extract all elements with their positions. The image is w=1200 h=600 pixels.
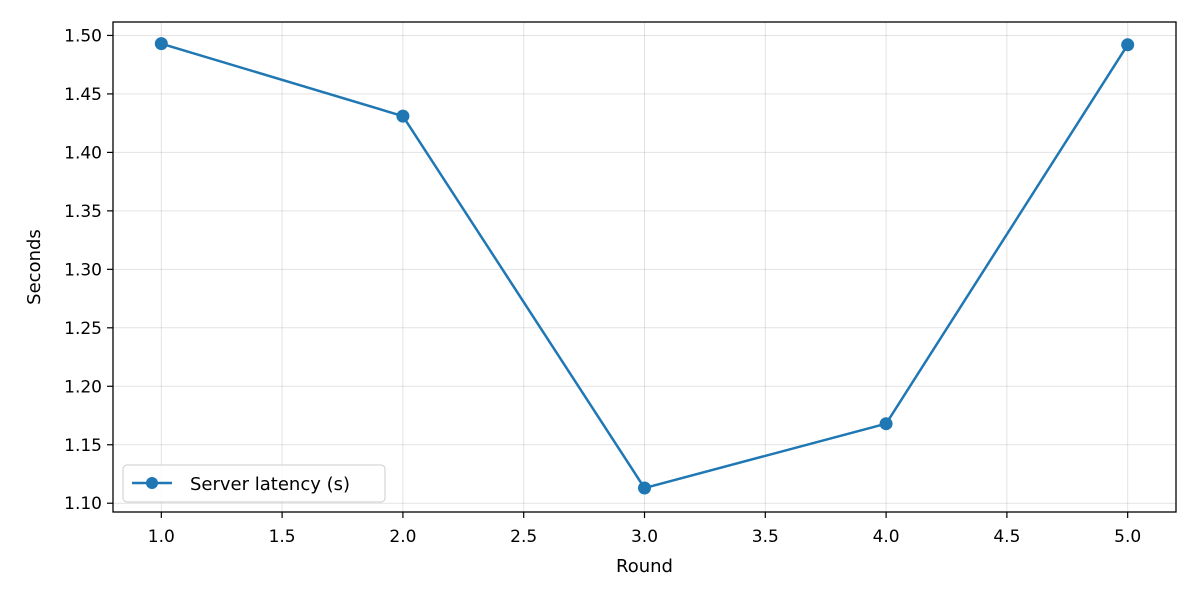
legend-label: Server latency (s) <box>190 474 350 495</box>
y-tick-label: 1.30 <box>64 260 102 280</box>
legend: Server latency (s) <box>122 464 386 503</box>
x-tick-label: 1.5 <box>269 527 296 547</box>
y-tick-label: 1.50 <box>64 26 102 46</box>
x-tick-label: 3.0 <box>631 527 658 547</box>
x-tick-label: 1.0 <box>148 527 175 547</box>
y-tick-label: 1.20 <box>64 377 102 397</box>
x-tick-label: 5.0 <box>1114 527 1141 547</box>
x-tick-label: 4.5 <box>993 527 1020 547</box>
x-tick-label: 4.0 <box>873 527 900 547</box>
y-tick-label: 1.45 <box>64 85 102 105</box>
y-tick-label: 1.40 <box>64 143 102 163</box>
x-tick-label: 3.5 <box>752 527 779 547</box>
x-tick-label: 2.0 <box>389 527 416 547</box>
data-point <box>638 481 651 495</box>
legend-box <box>122 464 386 503</box>
x-axis-label: Round <box>616 556 673 577</box>
data-point <box>1121 38 1135 52</box>
data-point <box>154 37 168 51</box>
y-tick-label: 1.10 <box>64 494 102 514</box>
y-axis-label: Seconds <box>24 229 45 305</box>
x-tick-label: 2.5 <box>510 527 537 547</box>
data-point <box>879 417 893 431</box>
grid <box>113 22 1176 512</box>
y-tick-label: 1.25 <box>64 319 102 339</box>
y-tick-label: 1.35 <box>64 202 102 222</box>
data-point <box>396 109 410 123</box>
series-layer <box>154 37 1135 495</box>
legend-marker-swatch <box>146 477 158 489</box>
y-tick-label: 1.15 <box>64 436 102 456</box>
ticks: 1.0 1.5 2.0 2.5 3.0 3.5 4.0 4.5 5.0 1.10 1.15 1.20 1… <box>64 26 1141 547</box>
